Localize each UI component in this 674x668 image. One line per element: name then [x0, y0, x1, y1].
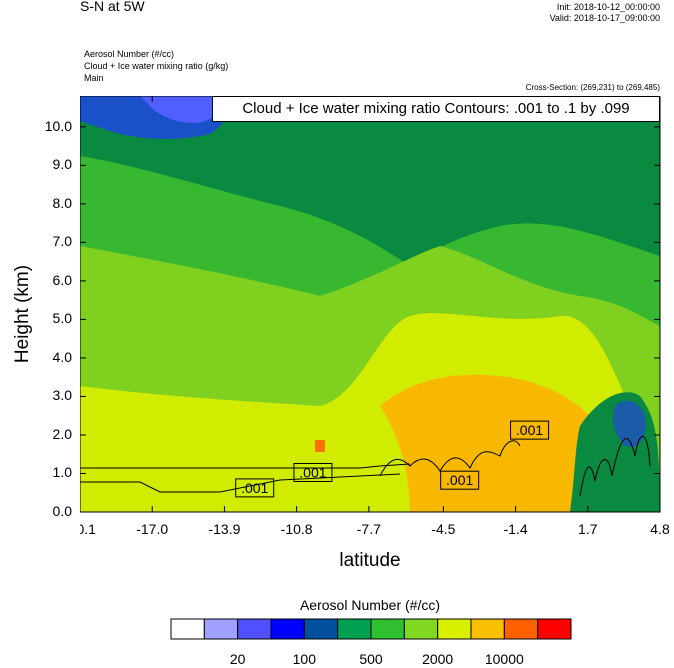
x-tick-label: -10.8	[281, 521, 313, 537]
fill-orange	[380, 374, 597, 512]
y-tick-label: 4.0	[52, 348, 72, 365]
colorbar: 20 100 500 2000 10000	[170, 618, 572, 666]
plot-frame	[80, 96, 661, 513]
x-tick-label: -20.1	[80, 521, 96, 537]
colorbar-swatch	[403, 618, 439, 640]
x-tick-label: 1.7	[578, 521, 598, 537]
colorbar-swatch	[337, 618, 372, 640]
y-tick-label: 7.0	[52, 233, 72, 250]
fill-orange-red-spot	[315, 440, 325, 452]
colorbar-swatch	[170, 618, 205, 640]
x-tick-label: -17.0	[136, 521, 168, 537]
y-tick-label: 8.0	[52, 194, 72, 211]
contour-label: .001	[299, 464, 326, 480]
y-tick-label: 0.0	[52, 503, 72, 519]
contour-line	[579, 435, 651, 497]
colorbar-tick-label: 10000	[485, 651, 524, 666]
contour-labels: .001 .001 .001 .001	[235, 420, 550, 498]
contour-info-box: Cloud + Ice water mixing ratio Contours:…	[212, 96, 660, 122]
cross-section-label: Cross-Section: (269,231) to (269,485)	[525, 83, 660, 92]
x-tick-label: -13.9	[208, 521, 240, 537]
colorbar-swatch	[203, 618, 239, 640]
colorbar-tick-label: 100	[293, 651, 317, 666]
colorbar-swatch	[237, 618, 272, 640]
colorbar-swatch	[503, 618, 539, 640]
colorbar-swatch	[370, 618, 405, 640]
x-tick-label: -7.7	[357, 521, 381, 537]
colorbar-tick-label: 500	[359, 651, 383, 666]
cross-section-plot: .001 .001 .001 .001 -20.1 -17.0 -13.9 -10.8 -7.…	[80, 96, 670, 537]
plot-area: .001 .001 .001 .001	[80, 96, 661, 513]
colorbar-tick-label: 20	[230, 651, 246, 666]
colorbar-title: Aerosol Number (#/cc)	[299, 597, 441, 613]
valid-time: Valid: 2018-10-17_09:00:00	[549, 13, 660, 23]
plot-title: S-N at 5W	[80, 0, 145, 14]
contour-label-box	[440, 470, 480, 490]
contour-label-box	[235, 478, 275, 498]
colorbar-swatch	[470, 618, 505, 640]
x-tick-label: 4.8	[650, 521, 670, 537]
field-label-cloud: Cloud + Ice water mixing ratio (g/kg)	[84, 61, 229, 71]
y-tick-label: 9.0	[52, 156, 72, 173]
y-tick-label: 1.0	[52, 464, 72, 481]
x-tick-label: -1.4	[504, 521, 528, 537]
y-axis	[80, 126, 660, 513]
y-tick-label: 10.0	[44, 117, 72, 134]
contour-line	[80, 463, 411, 493]
contour-label: .001	[241, 480, 268, 496]
y-tick-label: 3.0	[52, 387, 72, 404]
colorbar-swatch	[537, 618, 572, 640]
fill-blue-lowright	[613, 400, 646, 447]
y-tick-label: 6.0	[52, 271, 72, 288]
contour-label: .001	[516, 422, 543, 438]
y-tick-label: 5.0	[52, 310, 72, 327]
field-label-main: Main	[84, 73, 104, 83]
y-tick-label: 2.0	[52, 425, 72, 442]
contour-label-box	[510, 420, 550, 440]
field-label-aerosol: Aerosol Number (#/cc)	[84, 49, 175, 59]
init-time: Init: 2018-10-12_00:00:00	[556, 2, 660, 12]
colorbar-swatch	[437, 618, 472, 640]
colorbar-swatch	[270, 618, 305, 640]
fill-lightblue-upper	[140, 96, 222, 123]
colorbar-tick-label: 2000	[422, 651, 453, 666]
contour-label-box	[293, 462, 333, 482]
colorbar-swatch	[303, 618, 339, 640]
contour-label: .001	[446, 472, 473, 488]
x-axis: -20.1 -17.0 -13.9 -10.8 -7.7 -4.5 -1.4 1.7 4.8	[80, 96, 670, 537]
x-tick-label: -4.5	[431, 521, 455, 537]
contour-line	[379, 440, 521, 477]
x-axis-label: latitude	[339, 550, 401, 571]
